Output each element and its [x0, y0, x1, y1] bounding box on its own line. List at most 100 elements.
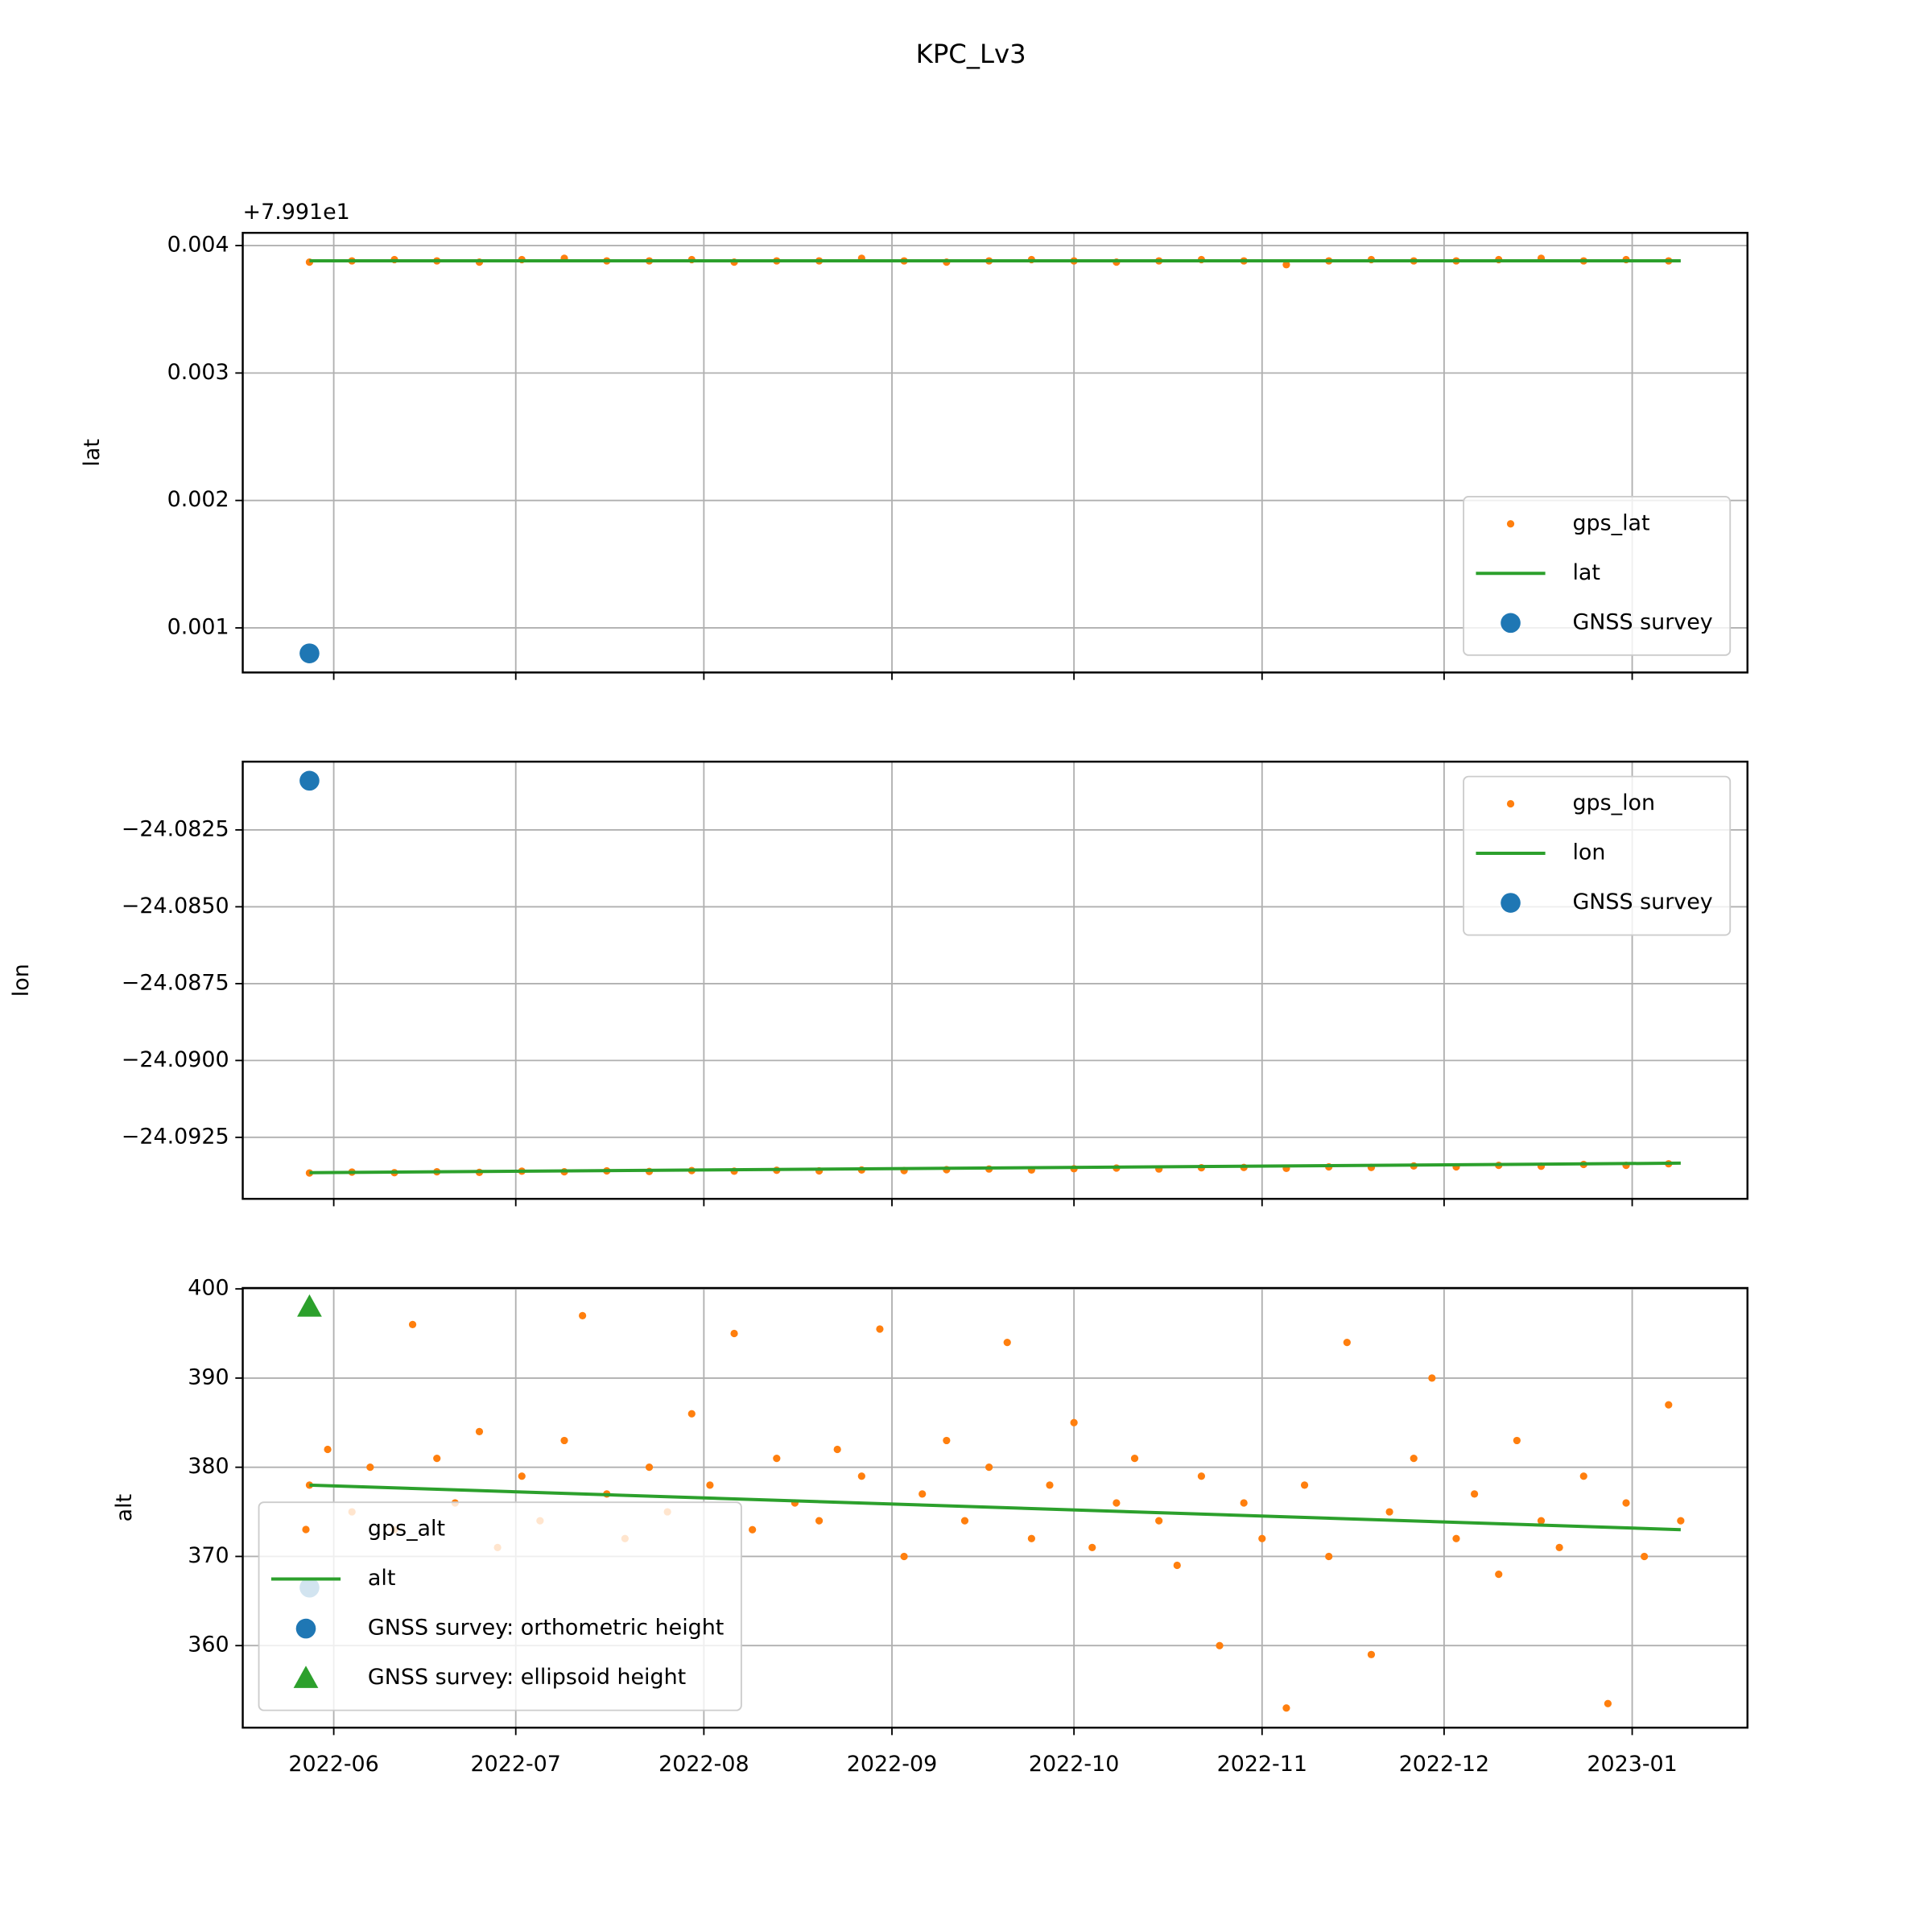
point	[1343, 1338, 1351, 1347]
point	[919, 1490, 927, 1498]
point	[706, 1481, 714, 1489]
point	[1003, 1338, 1011, 1347]
legend-label: lon	[1572, 840, 1605, 865]
y-axis-label: alt	[112, 1494, 137, 1522]
point	[305, 1481, 314, 1489]
point	[1325, 1552, 1333, 1561]
y-tick-label: 400	[188, 1276, 229, 1301]
y-tick-label: −24.0925	[122, 1124, 229, 1149]
point	[1410, 1454, 1418, 1463]
series	[309, 1483, 1681, 1532]
point	[1197, 1472, 1206, 1480]
y-tick-label: 370	[188, 1543, 229, 1568]
point	[857, 1472, 865, 1480]
point	[1470, 1490, 1479, 1498]
point	[1579, 1472, 1587, 1480]
point	[1216, 1641, 1224, 1649]
point	[1300, 1481, 1309, 1489]
series	[299, 770, 320, 791]
point	[302, 1525, 310, 1534]
point	[1537, 1517, 1546, 1525]
point	[475, 1427, 484, 1435]
legend-label: gps_lon	[1572, 791, 1655, 815]
y-axis-label: lat	[80, 439, 105, 467]
point	[833, 1445, 841, 1454]
series	[309, 1161, 1681, 1174]
x-tick-label: 2022-11	[1217, 1752, 1307, 1777]
legend-label: lat	[1572, 560, 1600, 585]
y-tick-label: 390	[188, 1364, 229, 1389]
legend-label: GNSS survey	[1572, 609, 1712, 634]
point	[1367, 1650, 1376, 1658]
point	[943, 1436, 951, 1445]
point	[773, 1454, 781, 1463]
point	[1173, 1561, 1181, 1570]
point	[1027, 1534, 1035, 1542]
point	[518, 1472, 526, 1480]
point	[1428, 1374, 1436, 1382]
y-tick-label: −24.0825	[122, 816, 229, 841]
point	[876, 1325, 884, 1333]
point	[1240, 1499, 1248, 1507]
legend-frame	[1463, 775, 1732, 936]
legend-frame	[1463, 496, 1732, 656]
series	[299, 643, 320, 663]
point	[1258, 1534, 1266, 1542]
legend-label: GNSS survey	[1572, 890, 1712, 914]
y-tick-label: 360	[188, 1633, 229, 1657]
trend-line	[309, 1483, 1681, 1532]
x-tick-label: 2022-08	[658, 1752, 749, 1777]
point	[560, 1436, 568, 1445]
point	[1282, 1704, 1290, 1712]
point	[324, 1445, 332, 1454]
point	[1641, 1552, 1649, 1561]
point	[1495, 1570, 1503, 1579]
y-tick-label: −24.0875	[122, 970, 229, 995]
point	[1155, 1517, 1163, 1525]
point	[1088, 1543, 1096, 1551]
point	[960, 1517, 969, 1525]
x-tick-label: 2022-10	[1029, 1752, 1119, 1777]
x-tick-label: 2022-12	[1399, 1752, 1489, 1777]
point	[645, 1463, 654, 1472]
point	[579, 1311, 587, 1319]
x-tick-label: 2022-06	[288, 1752, 378, 1777]
legend-label: GNSS survey: ellipsoid height	[368, 1665, 686, 1690]
axes-frame	[242, 760, 1748, 1200]
point	[1046, 1481, 1054, 1489]
y-tick-label: 0.004	[167, 233, 229, 258]
legend-label: alt	[368, 1566, 396, 1591]
point	[1665, 1401, 1673, 1409]
point	[1622, 1499, 1630, 1507]
legend-frame	[258, 1501, 742, 1711]
y-tick-label: 0.002	[167, 487, 229, 512]
point	[1070, 1418, 1078, 1426]
marker-triangle	[297, 1294, 322, 1317]
y-tick-label: −24.0900	[122, 1047, 229, 1072]
point	[687, 1410, 696, 1418]
point	[1506, 799, 1515, 808]
legend-label: gps_alt	[368, 1516, 445, 1541]
point	[1130, 1454, 1139, 1463]
point	[1452, 1534, 1460, 1542]
figure-title: KPC_Lv3	[916, 39, 1026, 69]
y-tick-label: −24.0850	[122, 894, 229, 919]
marker-circle	[299, 643, 320, 663]
marker-circle	[299, 770, 320, 791]
point	[1506, 520, 1515, 528]
point	[749, 1525, 757, 1534]
marker-circle	[1501, 893, 1521, 913]
x-tick-label: 2022-07	[471, 1752, 561, 1777]
point	[985, 1463, 993, 1472]
offset-text: +7.991e1	[243, 200, 350, 225]
x-tick-label: 2023-01	[1587, 1752, 1677, 1777]
x-tick-label: 2022-09	[847, 1752, 937, 1777]
y-tick-label: 380	[188, 1454, 229, 1479]
point	[366, 1463, 374, 1472]
legend-label: gps_lat	[1572, 510, 1649, 535]
